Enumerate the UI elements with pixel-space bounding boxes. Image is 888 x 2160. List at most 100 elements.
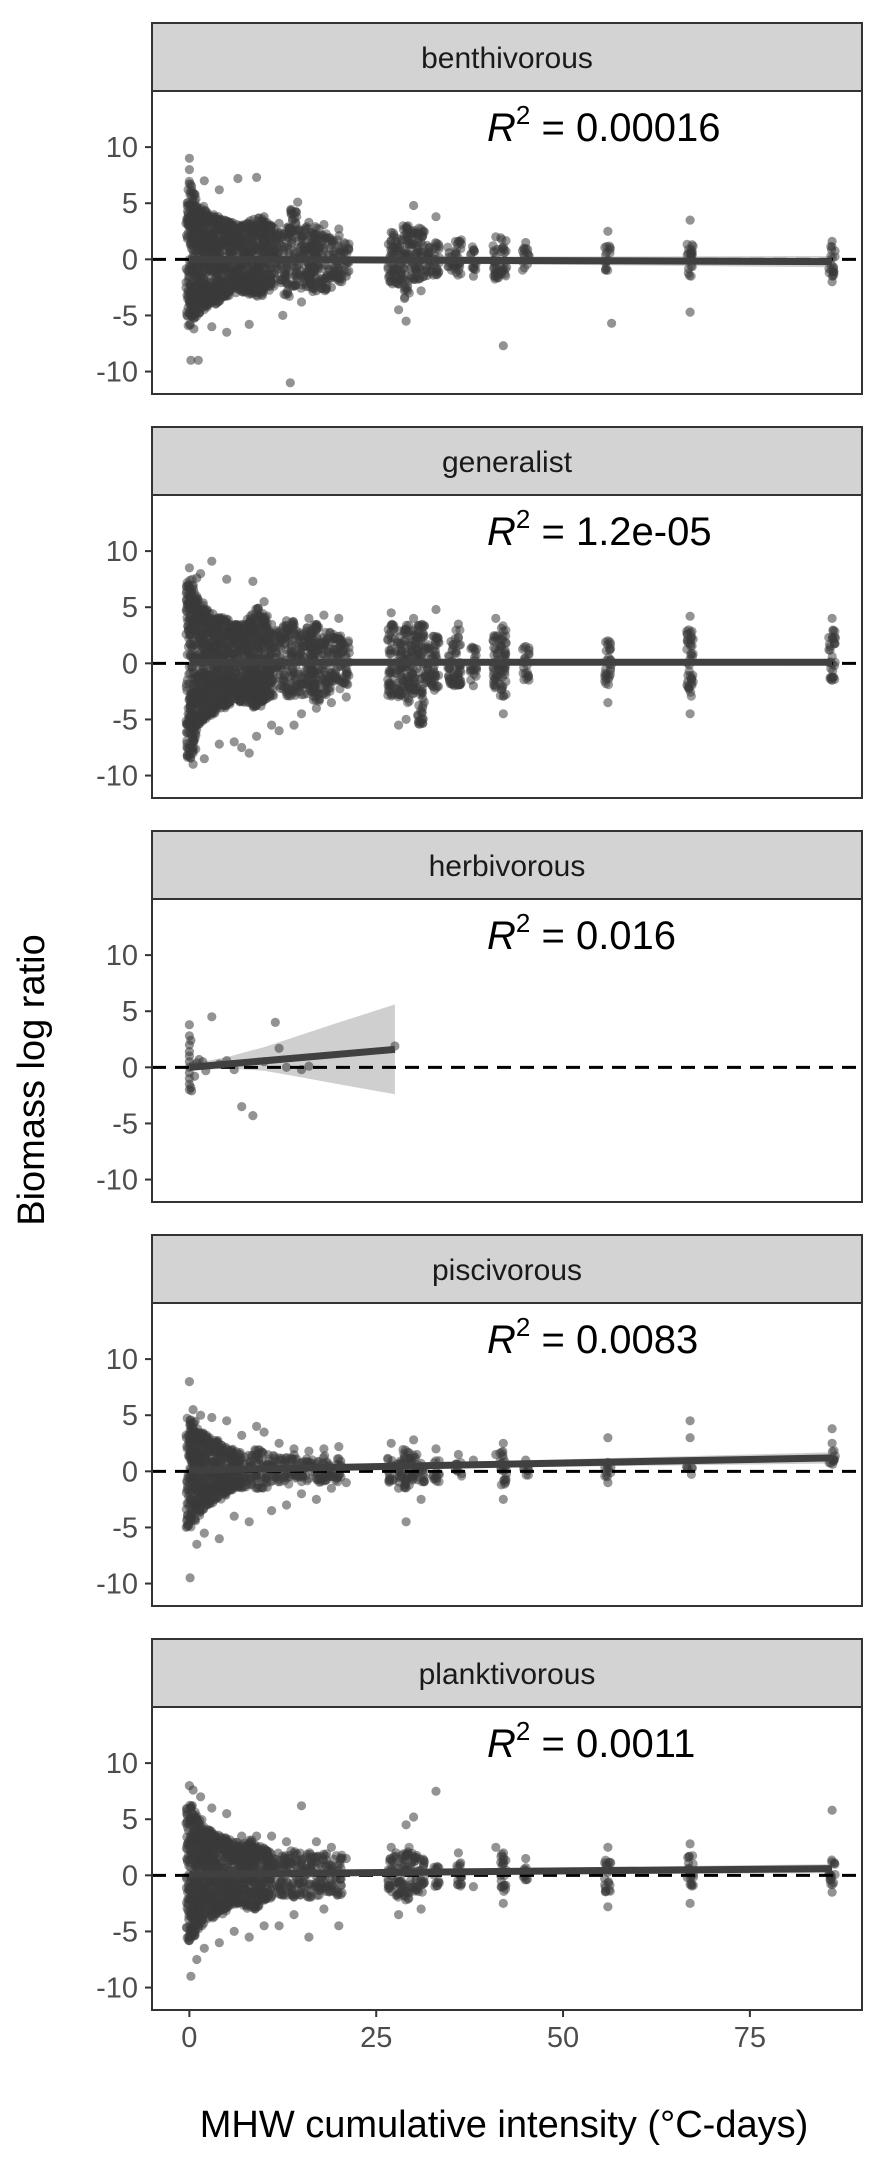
data-point [259,212,269,222]
data-point [270,1017,280,1027]
data-point [521,237,531,248]
data-point [455,680,465,690]
y-tick-label: 10 [106,132,138,164]
data-point [252,172,262,182]
data-point [826,664,836,674]
plot-area [152,1004,862,1121]
data-point [827,613,837,624]
data-point [394,720,404,730]
data-point [414,234,424,244]
r2-symbol: R [487,510,516,554]
r2-value: = 0.016 [530,914,676,958]
data-point [326,282,336,292]
data-point [824,264,834,274]
data-point [286,238,297,248]
data-point [274,218,284,228]
data-point [384,272,394,282]
data-point [428,270,438,280]
data-point [188,759,198,769]
y-tick-label: -5 [112,1108,138,1140]
data-point [682,239,692,249]
data-point [265,268,275,278]
data-point [304,613,314,624]
data-point [311,703,321,713]
y-tick-label: 10 [106,536,138,568]
data-point [233,173,243,184]
data-point [601,674,611,684]
data-point [603,698,613,708]
data-point [341,674,351,684]
data-point [496,623,506,633]
data-point [267,720,277,730]
data-point [193,355,203,365]
data-point [279,289,289,299]
data-point [207,556,217,566]
data-point [184,165,194,175]
data-point [524,675,534,685]
data-point [186,355,196,365]
plot-area [152,153,862,388]
data-point [413,682,423,692]
data-point [185,738,195,748]
data-point [326,698,336,708]
data-point [237,1102,247,1112]
facet-label: generalist [442,446,573,479]
data-point [229,737,239,747]
data-point [304,217,314,227]
fit-line [189,255,833,266]
panel-border [151,494,863,799]
data-point [289,720,299,730]
y-tick-label: 5 [122,188,138,220]
data-point [415,274,425,284]
r2-symbol: R [487,914,516,958]
y-tick-label: -10 [96,1165,138,1197]
data-point [603,226,613,236]
data-point [406,667,416,677]
data-point [521,641,531,652]
facet-strip [151,830,863,900]
data-point [418,694,428,704]
data-point [445,663,455,674]
data-point [827,633,837,644]
data-point [386,227,396,237]
y-tick-label: -5 [112,300,138,332]
data-point [453,236,463,246]
data-point [237,742,247,753]
data-point [501,271,511,281]
data-point [189,324,199,334]
data-point [416,714,426,725]
data-point [501,676,511,687]
data-point [600,265,611,275]
data-point [244,748,254,758]
data-point [278,310,288,320]
fit-line [189,1045,396,1071]
data-point [187,181,197,191]
data-point [686,675,697,685]
data-point [497,243,508,253]
data-point [214,185,224,195]
data-point [226,222,236,232]
data-point [518,265,528,275]
data-point [431,604,441,615]
r2-symbol: R [487,106,516,150]
data-point [190,1071,200,1081]
data-point [684,264,694,274]
facet-strip [151,426,863,496]
data-point [309,236,319,246]
data-point [418,227,428,237]
r2-value: = 1.2e-05 [530,510,711,554]
data-point [264,666,274,676]
data-point [184,563,194,573]
data-point [688,649,698,659]
data-point [204,616,214,626]
data-point [409,613,419,624]
data-point [685,215,695,225]
data-point [186,1035,196,1045]
data-point [287,642,297,652]
data-point [248,576,258,587]
data-point [248,1111,258,1121]
data-point [393,649,403,659]
data-point [259,597,269,607]
y-tick-label: 0 [122,648,138,680]
